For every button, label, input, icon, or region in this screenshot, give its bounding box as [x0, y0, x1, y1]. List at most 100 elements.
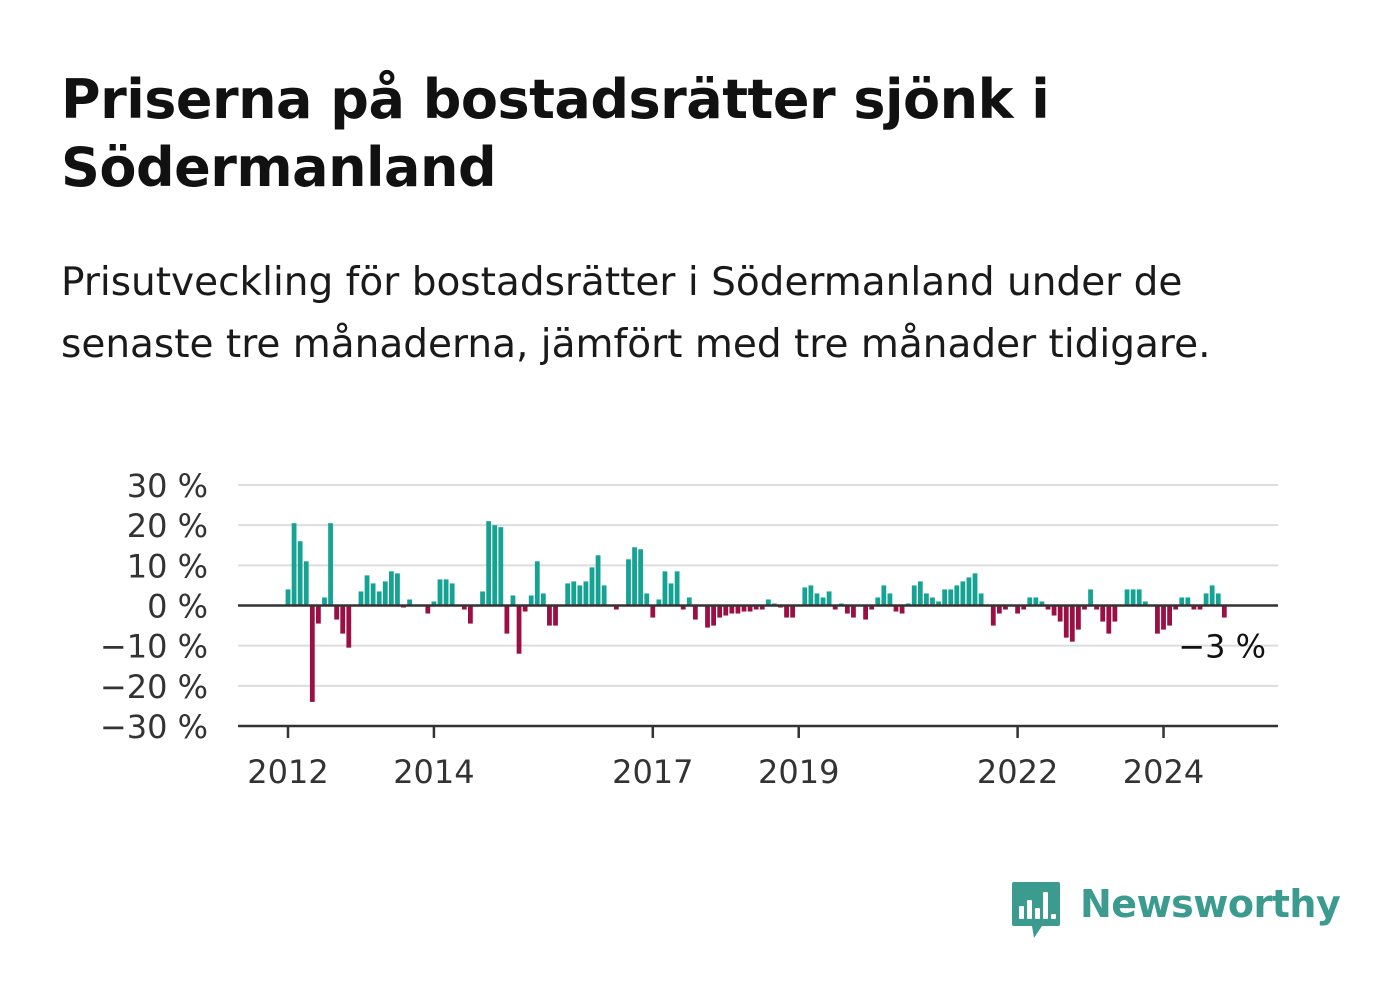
bar: [656, 599, 662, 606]
bar: [680, 605, 686, 610]
chart-subtitle: Prisutveckling för bostadsrätter i Söder…: [61, 260, 1211, 367]
bar: [1203, 593, 1209, 606]
bar: [285, 589, 291, 606]
bar: [522, 605, 528, 612]
bar: [662, 571, 668, 606]
bar: [547, 605, 552, 626]
bar: [996, 605, 1002, 614]
bar: [468, 605, 473, 624]
bar: [449, 583, 455, 606]
bar: [650, 605, 656, 618]
bar: [504, 605, 510, 634]
bar: [589, 567, 595, 606]
bar: [364, 575, 370, 606]
bar: [954, 585, 960, 606]
bar: [407, 599, 412, 606]
bar: [328, 523, 333, 606]
bar: [808, 585, 814, 606]
y-tick-label: −20 %: [100, 668, 208, 706]
y-tick-label: 30 %: [127, 467, 208, 505]
bar: [370, 583, 376, 606]
bar: [936, 601, 941, 606]
bar: [1003, 605, 1008, 610]
bar: [832, 605, 838, 610]
bar: [869, 605, 875, 610]
bar: [717, 605, 723, 618]
bar: [1069, 605, 1075, 642]
x-tick-label: 2019: [758, 753, 839, 791]
bar: [741, 605, 747, 612]
bar: [1197, 605, 1203, 610]
bar: [723, 605, 729, 616]
bar: [686, 597, 692, 606]
bar: [1209, 585, 1215, 606]
bar: [601, 585, 607, 606]
bar: [1057, 605, 1063, 622]
bar: [553, 605, 558, 626]
bar: [802, 587, 808, 606]
bar: [583, 581, 589, 606]
bar: [1094, 605, 1100, 610]
bar: [893, 605, 899, 612]
bar: [784, 605, 789, 618]
bar: [1221, 605, 1227, 618]
y-tick-label: −30 %: [100, 708, 208, 746]
x-tick-label: 2012: [247, 753, 328, 791]
bar: [668, 583, 674, 606]
bar: [924, 593, 929, 606]
bar: [376, 591, 382, 606]
bar: [358, 591, 364, 606]
bar: [626, 559, 631, 606]
bar: [1039, 601, 1045, 606]
bar: [571, 581, 577, 606]
bar: [972, 573, 978, 606]
bar: [1063, 605, 1069, 638]
bar: [395, 573, 400, 606]
bar: [1124, 589, 1130, 606]
bar: [1215, 593, 1221, 606]
bar: [917, 581, 923, 606]
bar: [1100, 605, 1106, 622]
bar: [498, 527, 504, 606]
bar: [875, 597, 881, 606]
bar: [759, 605, 765, 610]
bar: [930, 597, 935, 606]
bar: [534, 561, 540, 606]
x-tick-label: 2014: [393, 753, 474, 791]
last-value-annotation: −3 %: [1178, 628, 1266, 666]
bar: [1179, 597, 1185, 606]
y-tick-label: 10 %: [127, 547, 208, 585]
bar: [340, 605, 346, 634]
bar: [297, 541, 303, 606]
bar: [1082, 605, 1087, 610]
y-tick-label: 0 %: [147, 588, 208, 626]
bar: [1155, 605, 1160, 634]
bar: [322, 597, 327, 606]
x-axis-ticks: 2012 2014 2017 2019 2022 2024: [247, 726, 1204, 791]
y-axis-labels: 30 %20 %10 %0 %−10 %−20 %−30 %: [100, 467, 208, 746]
bar: [1027, 597, 1033, 606]
bar: [1045, 605, 1051, 610]
bar: [990, 605, 996, 626]
bar: [632, 547, 637, 606]
bar: [899, 605, 905, 614]
bar: [388, 571, 394, 606]
bar: [1021, 605, 1027, 610]
bar: [334, 605, 340, 620]
bar: [431, 601, 437, 606]
bar: [747, 605, 753, 612]
bar: [1142, 601, 1148, 606]
bar: [1167, 605, 1172, 626]
bar: [735, 605, 741, 614]
bar: [820, 597, 826, 606]
bar: [1173, 605, 1179, 610]
bar: [978, 593, 984, 606]
logo-text: Newsworthy: [1080, 882, 1341, 926]
bar-chart-speech-bubble-icon: [1012, 882, 1060, 938]
bar: [1088, 589, 1093, 606]
x-tick-label: 2024: [1123, 753, 1204, 791]
bar: [1161, 605, 1166, 630]
bar: [960, 581, 966, 606]
y-tick-label: −10 %: [100, 628, 208, 666]
bar: [1106, 605, 1112, 634]
